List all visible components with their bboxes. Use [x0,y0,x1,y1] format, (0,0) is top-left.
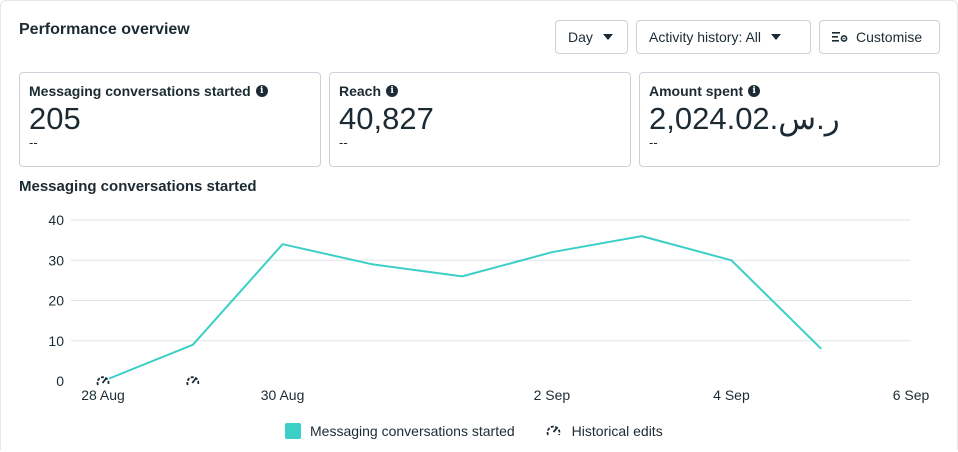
day-dropdown-label: Day [568,29,593,45]
x-tick-label: 6 Sep [893,387,930,403]
customise-settings-icon [832,32,848,42]
metric-label: Messaging conversations started [29,83,251,99]
historical-edit-marker [96,374,110,388]
activity-history-label: Activity history: All [649,29,762,45]
legend-edits-label: Historical edits [571,423,663,439]
page-title: Performance overview [19,21,190,38]
legend-item-historical-edits[interactable]: Historical edits [545,423,663,439]
customise-button[interactable]: Customise [819,20,940,54]
historical-edit-marker [186,374,200,388]
metric-card-amount-spent: Amount spent i 2,024.02.ر.س -- [639,72,940,167]
info-icon[interactable]: i [386,85,399,97]
metric-value: 40,827 [339,101,434,136]
x-tick-label: 30 Aug [261,387,305,403]
metric-comparison: -- [339,135,348,150]
chart-legend: Messaging conversations started Historic… [285,423,663,439]
y-tick-label: 20 [48,293,64,309]
metric-comparison: -- [649,135,658,150]
y-tick-label: 30 [48,252,64,268]
y-tick-label: 40 [48,212,64,228]
metric-comparison: -- [29,135,38,150]
metric-value: 2,024.02.ر.س [649,101,840,136]
x-tick-label: 28 Aug [81,387,125,403]
caret-down-icon [602,34,613,40]
series-line [102,235,822,382]
x-tick-label: 4 Sep [713,387,750,403]
legend-series-label: Messaging conversations started [310,423,515,439]
legend-item-series[interactable]: Messaging conversations started [285,423,515,439]
chart-title: Messaging conversations started [19,178,257,195]
metric-card-messaging: Messaging conversations started i 205 -- [19,72,321,167]
metric-card-reach: Reach i 40,827 -- [329,72,631,167]
info-icon[interactable]: i [255,85,268,97]
info-icon[interactable]: i [748,85,761,97]
y-tick-label: 0 [56,373,64,389]
activity-history-dropdown[interactable]: Activity history: All [636,20,811,54]
y-tick-label: 10 [48,333,64,349]
customise-label: Customise [856,29,923,45]
day-dropdown[interactable]: Day [555,20,628,54]
series-swatch [285,423,301,439]
caret-down-icon [771,34,782,40]
metric-label: Reach [339,83,382,99]
historical-edits-icon [546,425,561,436]
metric-value: 205 [29,101,81,136]
metric-label: Amount spent [649,83,744,99]
x-tick-label: 2 Sep [534,387,571,403]
